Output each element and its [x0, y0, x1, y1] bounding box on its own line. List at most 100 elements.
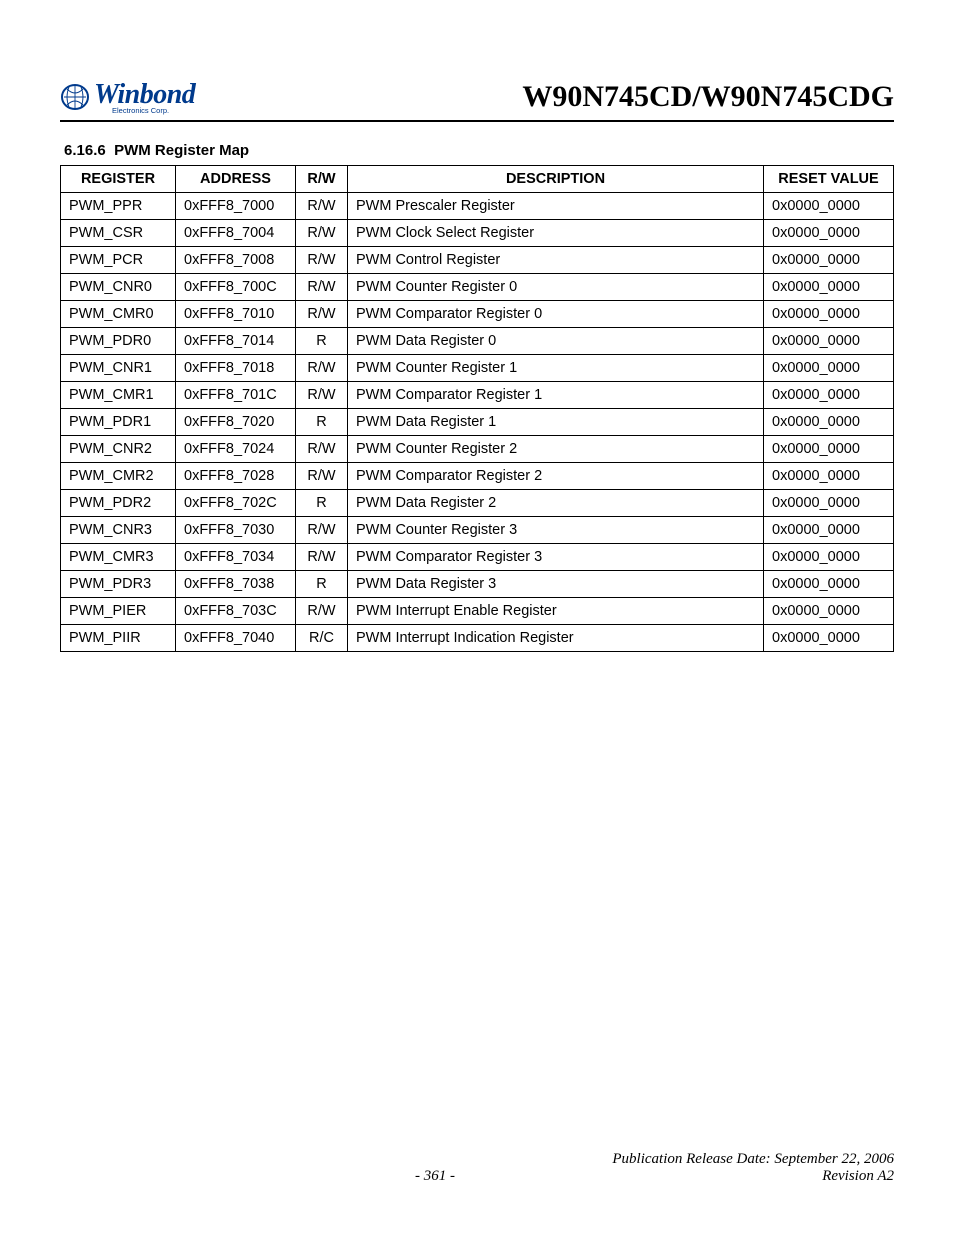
cell-address: 0xFFF8_7010 [176, 301, 296, 328]
cell-rw: R/W [296, 220, 348, 247]
cell-register: PWM_CSR [61, 220, 176, 247]
cell-register: PWM_CMR1 [61, 382, 176, 409]
table-row: PWM_PCR0xFFF8_7008R/WPWM Control Registe… [61, 247, 894, 274]
cell-address: 0xFFF8_7030 [176, 517, 296, 544]
col-header-description: DESCRIPTION [348, 166, 764, 193]
cell-address: 0xFFF8_7000 [176, 193, 296, 220]
table-row: PWM_PIER0xFFF8_703CR/WPWM Interrupt Enab… [61, 598, 894, 625]
cell-description: PWM Interrupt Indication Register [348, 625, 764, 652]
cell-reset: 0x0000_0000 [764, 490, 894, 517]
cell-rw: R/W [296, 301, 348, 328]
cell-description: PWM Prescaler Register [348, 193, 764, 220]
table-row: PWM_CMR30xFFF8_7034R/WPWM Comparator Reg… [61, 544, 894, 571]
page-footer: Publication Release Date: September 22, … [60, 1151, 894, 1185]
cell-address: 0xFFF8_7040 [176, 625, 296, 652]
cell-description: PWM Comparator Register 1 [348, 382, 764, 409]
table-row: PWM_CMR00xFFF8_7010R/WPWM Comparator Reg… [61, 301, 894, 328]
table-row: PWM_PDR10xFFF8_7020RPWM Data Register 10… [61, 409, 894, 436]
col-header-register: REGISTER [61, 166, 176, 193]
cell-description: PWM Comparator Register 3 [348, 544, 764, 571]
cell-description: PWM Counter Register 3 [348, 517, 764, 544]
cell-address: 0xFFF8_701C [176, 382, 296, 409]
cell-reset: 0x0000_0000 [764, 247, 894, 274]
table-row: PWM_CNR10xFFF8_7018R/WPWM Counter Regist… [61, 355, 894, 382]
table-row: PWM_CMR20xFFF8_7028R/WPWM Comparator Reg… [61, 463, 894, 490]
cell-reset: 0x0000_0000 [764, 301, 894, 328]
cell-rw: R/C [296, 625, 348, 652]
cell-reset: 0x0000_0000 [764, 517, 894, 544]
cell-description: PWM Counter Register 1 [348, 355, 764, 382]
table-row: PWM_CNR20xFFF8_7024R/WPWM Counter Regist… [61, 436, 894, 463]
register-map-table: REGISTER ADDRESS R/W DESCRIPTION RESET V… [60, 165, 894, 652]
table-row: PWM_PIIR0xFFF8_7040R/CPWM Interrupt Indi… [61, 625, 894, 652]
logo-text: Winbond [94, 81, 195, 109]
cell-rw: R [296, 328, 348, 355]
table-header-row: REGISTER ADDRESS R/W DESCRIPTION RESET V… [61, 166, 894, 193]
cell-reset: 0x0000_0000 [764, 625, 894, 652]
cell-reset: 0x0000_0000 [764, 544, 894, 571]
cell-address: 0xFFF8_7014 [176, 328, 296, 355]
cell-register: PWM_PDR2 [61, 490, 176, 517]
cell-rw: R/W [296, 274, 348, 301]
cell-address: 0xFFF8_7028 [176, 463, 296, 490]
cell-reset: 0x0000_0000 [764, 571, 894, 598]
cell-register: PWM_CMR0 [61, 301, 176, 328]
cell-reset: 0x0000_0000 [764, 409, 894, 436]
page-header: Winbond Electronics Corp. W90N745CD/W90N… [60, 80, 894, 114]
cell-rw: R/W [296, 436, 348, 463]
cell-description: PWM Data Register 0 [348, 328, 764, 355]
col-header-reset: RESET VALUE [764, 166, 894, 193]
table-row: PWM_PDR00xFFF8_7014RPWM Data Register 00… [61, 328, 894, 355]
col-header-address: ADDRESS [176, 166, 296, 193]
table-row: PWM_CMR10xFFF8_701CR/WPWM Comparator Reg… [61, 382, 894, 409]
cell-register: PWM_CNR0 [61, 274, 176, 301]
cell-reset: 0x0000_0000 [764, 598, 894, 625]
cell-rw: R [296, 409, 348, 436]
cell-register: PWM_PDR3 [61, 571, 176, 598]
document-title: W90N745CD/W90N745CDG [522, 80, 894, 114]
cell-description: PWM Comparator Register 2 [348, 463, 764, 490]
cell-address: 0xFFF8_7024 [176, 436, 296, 463]
cell-description: PWM Control Register [348, 247, 764, 274]
cell-register: PWM_PDR0 [61, 328, 176, 355]
cell-description: PWM Counter Register 2 [348, 436, 764, 463]
cell-register: PWM_CMR3 [61, 544, 176, 571]
cell-address: 0xFFF8_7020 [176, 409, 296, 436]
cell-register: PWM_PIIR [61, 625, 176, 652]
header-rule [60, 120, 894, 122]
cell-description: PWM Interrupt Enable Register [348, 598, 764, 625]
logo-subtext: Electronics Corp. [112, 107, 195, 115]
cell-rw: R/W [296, 247, 348, 274]
footer-page-number: - 361 - [415, 1168, 455, 1185]
cell-address: 0xFFF8_7018 [176, 355, 296, 382]
cell-rw: R/W [296, 463, 348, 490]
cell-rw: R/W [296, 355, 348, 382]
cell-description: PWM Clock Select Register [348, 220, 764, 247]
section-number: 6.16.6 [64, 142, 106, 159]
cell-reset: 0x0000_0000 [764, 193, 894, 220]
cell-register: PWM_CNR2 [61, 436, 176, 463]
cell-rw: R/W [296, 544, 348, 571]
cell-address: 0xFFF8_702C [176, 490, 296, 517]
cell-register: PWM_PCR [61, 247, 176, 274]
cell-address: 0xFFF8_7038 [176, 571, 296, 598]
cell-reset: 0x0000_0000 [764, 274, 894, 301]
table-row: PWM_CSR0xFFF8_7004R/WPWM Clock Select Re… [61, 220, 894, 247]
cell-address: 0xFFF8_7004 [176, 220, 296, 247]
cell-register: PWM_CMR2 [61, 463, 176, 490]
footer-revision: Revision A2 [822, 1168, 894, 1185]
section-title: PWM Register Map [114, 142, 249, 159]
cell-rw: R/W [296, 193, 348, 220]
cell-address: 0xFFF8_703C [176, 598, 296, 625]
cell-reset: 0x0000_0000 [764, 463, 894, 490]
cell-rw: R/W [296, 598, 348, 625]
cell-rw: R [296, 571, 348, 598]
cell-register: PWM_PIER [61, 598, 176, 625]
table-row: PWM_PPR0xFFF8_7000R/WPWM Prescaler Regis… [61, 193, 894, 220]
cell-reset: 0x0000_0000 [764, 328, 894, 355]
cell-description: PWM Data Register 1 [348, 409, 764, 436]
table-row: PWM_CNR00xFFF8_700CR/WPWM Counter Regist… [61, 274, 894, 301]
cell-rw: R/W [296, 517, 348, 544]
section-heading: 6.16.6 PWM Register Map [64, 142, 894, 159]
cell-reset: 0x0000_0000 [764, 382, 894, 409]
